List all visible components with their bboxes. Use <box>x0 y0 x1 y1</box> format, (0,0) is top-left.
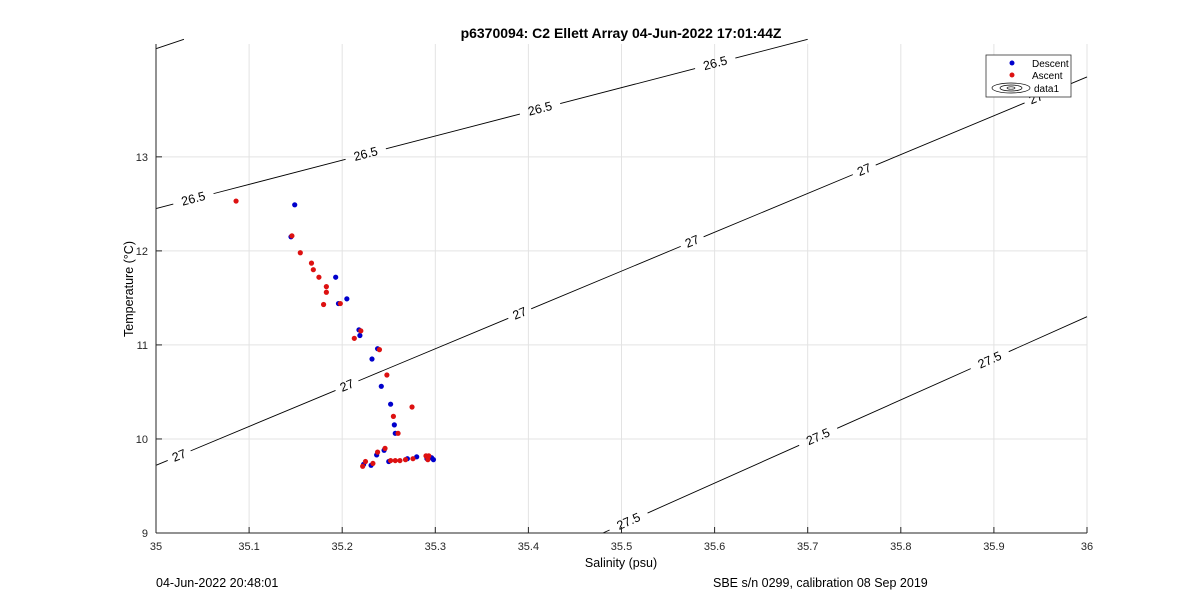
footer-calibration-note: SBE s/n 0299, calibration 08 Sep 2019 <box>713 576 928 590</box>
ascent-point <box>320 301 327 308</box>
contour-label: 27 <box>683 232 701 250</box>
ascent-point <box>233 198 239 204</box>
contour-label: 27 <box>855 161 873 179</box>
descent-point <box>388 401 394 407</box>
y-tick-label: 12 <box>136 246 148 258</box>
ascent-point <box>289 233 295 239</box>
ascent-point <box>410 456 416 462</box>
ascent-point <box>358 328 364 334</box>
y-tick-label: 10 <box>136 434 148 446</box>
ascent-point <box>402 457 409 463</box>
axis-ticks: 35 35.1 35.2 35.3 35.4 35.5 35.6 35.7 35.8 35.9 36… <box>136 152 1093 553</box>
ascent-point <box>384 372 390 378</box>
descent-point <box>292 202 298 208</box>
contour-label: 27 <box>511 304 529 322</box>
footer-timestamp: 04-Jun-2022 20:48:01 <box>156 576 279 590</box>
ascent-point <box>370 460 376 467</box>
descent-point <box>430 457 437 463</box>
ascent-point <box>323 289 329 295</box>
descent-point <box>344 296 350 302</box>
descent-point <box>333 274 339 280</box>
descent-point <box>369 356 375 362</box>
ascent-point <box>316 274 322 280</box>
x-tick-label: 35.8 <box>890 541 911 553</box>
y-axis-label: Temperature (°C) <box>122 241 136 337</box>
y-tick-label: 13 <box>136 152 148 164</box>
descent-point <box>357 332 363 339</box>
ascent-point <box>395 430 401 436</box>
legend-contour-icon <box>991 82 1031 94</box>
contour-line-26-5 <box>155 38 808 210</box>
contour-line-26-5 <box>155 38 185 50</box>
x-tick-label: 35.7 <box>797 541 818 553</box>
contour-line-27 <box>155 76 1088 466</box>
y-tick-label: 11 <box>137 340 148 352</box>
grid-lines <box>155 44 1088 534</box>
legend-label-descent: Descent <box>1032 59 1069 70</box>
contour-label: 27 <box>338 376 356 394</box>
legend-marker-ascent <box>1009 72 1015 78</box>
data-points <box>233 198 437 469</box>
x-tick-label: 35.4 <box>518 541 539 553</box>
ascent-point <box>397 457 403 464</box>
ascent-point <box>374 449 381 455</box>
ascent-point <box>409 404 415 410</box>
contour-line-27-5 <box>602 316 1088 534</box>
y-tick-label: 9 <box>142 528 148 540</box>
ascent-point <box>351 335 357 341</box>
legend-marker-descent <box>1009 60 1015 66</box>
contour-label: 26.5 <box>527 99 554 119</box>
ascent-point <box>297 250 303 256</box>
ascent-point <box>310 267 316 273</box>
legend-label-ascent: Ascent <box>1032 71 1063 82</box>
ascent-point <box>323 284 329 290</box>
ascent-point <box>360 463 366 469</box>
ascent-point <box>390 413 397 419</box>
ascent-point <box>362 458 369 465</box>
legend: Descent Ascent data1 <box>985 54 1072 98</box>
contour-label: 26.5 <box>180 189 207 209</box>
contour-label: 27 <box>170 446 188 464</box>
descent-point <box>378 383 384 389</box>
ascent-point <box>392 457 398 464</box>
x-tick-label: 35.1 <box>238 541 259 553</box>
x-tick-label: 35.5 <box>611 541 632 553</box>
x-tick-label: 35.6 <box>704 541 725 553</box>
ascent-point <box>308 260 315 266</box>
contour-label: 26.5 <box>352 144 379 164</box>
contour-label: 26.5 <box>702 53 729 73</box>
x-axis-label: Salinity (psu) <box>585 556 657 570</box>
x-tick-label: 35.3 <box>425 541 446 553</box>
legend-label-data1: data1 <box>1034 84 1059 95</box>
ascent-point <box>425 457 431 463</box>
x-tick-label: 35.2 <box>331 541 352 553</box>
x-tick-label: 35 <box>150 541 162 553</box>
ascent-point <box>376 347 383 353</box>
descent-point <box>391 422 397 428</box>
ascent-point <box>382 445 388 451</box>
x-tick-label: 35.9 <box>983 541 1004 553</box>
ascent-point <box>337 300 343 307</box>
chart-title: p6370094: C2 Ellett Array 04-Jun-2022 17… <box>461 25 782 41</box>
x-tick-label: 36 <box>1081 541 1093 553</box>
ascent-point <box>388 457 394 464</box>
